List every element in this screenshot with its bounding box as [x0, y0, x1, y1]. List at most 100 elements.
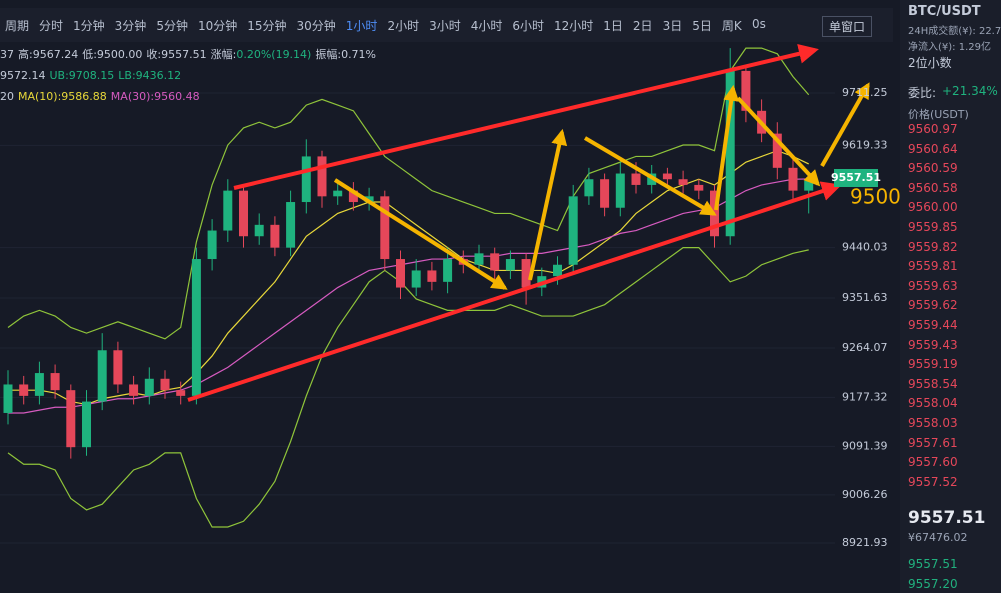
- ask-price: 9559.85: [908, 220, 958, 234]
- window-button[interactable]: 单窗口: [822, 16, 873, 37]
- interval-tab[interactable]: 周K: [721, 18, 742, 33]
- y-tick-label: 9711.25: [842, 86, 888, 99]
- wave-arrow: [714, 84, 740, 211]
- axis-bg: [835, 42, 893, 593]
- candle-body: [191, 259, 201, 396]
- countdown: 0s: [752, 17, 766, 31]
- interval-tab[interactable]: 30分钟: [296, 18, 336, 33]
- interval-tab[interactable]: 5日: [692, 18, 712, 33]
- plot-bg: [0, 42, 835, 593]
- ask-price: 9559.19: [908, 357, 958, 372]
- ask-price: 9558.03: [908, 416, 958, 430]
- interval-tab[interactable]: 2小时: [387, 18, 420, 33]
- interval-tab[interactable]: 10分钟: [197, 18, 238, 33]
- ask-price: 9559.81: [908, 259, 958, 274]
- ask-price: 9559.63: [908, 278, 958, 293]
- candle-body: [772, 133, 782, 168]
- candle-body: [694, 184, 704, 191]
- candle-body: [301, 156, 311, 203]
- info: 高:9567.24: [18, 48, 79, 61]
- interval-tab[interactable]: 5分钟: [156, 18, 188, 33]
- info: 振幅:0.71%: [315, 48, 377, 61]
- wave-arrow: [736, 96, 821, 187]
- y-tick-label: 9091.39: [842, 439, 888, 452]
- ask-price: 9559.62: [908, 298, 958, 313]
- ask-price: 9558.54: [908, 376, 958, 391]
- candle-body: [631, 173, 641, 185]
- annotations: [187, 43, 870, 402]
- indicator-lines: [7, 47, 810, 528]
- y-tick-label: 9351.63: [842, 291, 888, 304]
- candle-body: [662, 173, 672, 180]
- interval-tab[interactable]: 分时: [39, 18, 64, 33]
- bid-price: 9557.20: [908, 577, 958, 591]
- info: 37: [0, 48, 14, 61]
- candle-body: [348, 190, 358, 203]
- candle-body: [553, 264, 562, 277]
- candle-body: [584, 179, 594, 197]
- candle-body: [443, 259, 453, 282]
- ratio: +21.34%: [942, 84, 998, 98]
- interval-tab[interactable]: 3小时: [429, 18, 461, 33]
- interval-tab[interactable]: 2日: [632, 18, 653, 33]
- interval-tab[interactable]: 12小时: [554, 18, 594, 33]
- ratio-label: 委比:: [908, 86, 937, 100]
- info: 低:9500.00: [82, 48, 143, 61]
- ask-price: 9557.60: [908, 455, 958, 470]
- indicator-line: [8, 150, 809, 406]
- candle-body: [521, 259, 531, 288]
- candle-body: [380, 196, 390, 260]
- info: 9572.14: [0, 69, 46, 82]
- chart: 9711.25 9619.33 9440.03 9351.63 9264.07 9177.…: [0, 42, 900, 593]
- candle-body: [788, 167, 798, 191]
- candle-body: [113, 350, 123, 385]
- volume: 24H成交额(¥): 22.7: [908, 26, 1001, 37]
- trend-arrow: [187, 181, 842, 402]
- interval-tab[interactable]: 4小时: [470, 18, 503, 33]
- candle-body: [474, 253, 484, 265]
- candle-body: [82, 401, 91, 448]
- candle-body: [725, 70, 735, 237]
- candle-body: [239, 190, 248, 237]
- candle-body: [286, 202, 296, 248]
- candle-body: [223, 190, 233, 231]
- order-book-panel: BTC/USDT 24H成交额(¥): 22.7 净流入(¥): 1.29亿 2…: [900, 0, 1001, 593]
- candle-body: [317, 156, 327, 197]
- candle-body: [568, 196, 578, 265]
- decimals[interactable]: 2位小数: [908, 56, 952, 70]
- interval-tab[interactable]: 1日: [603, 18, 623, 33]
- candle-body: [411, 270, 421, 288]
- interval-tab[interactable]: 周期: [5, 18, 30, 33]
- interval-tab[interactable]: 3日: [662, 18, 683, 33]
- interval-tab[interactable]: 1小时: [345, 18, 378, 33]
- indicator-info: 37 高:9567.24 低:9500.00 收:9557.51 涨幅:0.20%(19…: [0, 44, 380, 107]
- y-tick-label: 9264.07: [842, 341, 888, 354]
- ask-price: 9560.00: [908, 200, 958, 215]
- interval-tab[interactable]: 6小时: [512, 18, 544, 33]
- candle-body: [207, 230, 217, 260]
- ask-price: 9560.59: [908, 161, 958, 176]
- ask-price: 9557.61: [908, 435, 958, 450]
- info: 收:9557.51: [146, 48, 207, 61]
- info: MA(10):9586.88: [18, 90, 107, 103]
- candle-body: [333, 190, 343, 197]
- candle-body: [176, 390, 186, 396]
- toolbar: 周期 分时 1分钟 3分钟 5分钟 10分钟 15分钟 30分钟 1小时 2小时 3小时 4小时 6小时…: [0, 8, 893, 42]
- interval-tab[interactable]: 1分钟: [73, 18, 105, 33]
- wave-arrow: [333, 178, 508, 290]
- wave-arrow: [820, 82, 870, 167]
- pair: BTC/USDT: [908, 4, 981, 19]
- candle-body: [396, 259, 405, 288]
- y-axis: 9711.25 9619.33 9440.03 9351.63 9264.07 9177.…: [842, 86, 888, 549]
- candle-body: [144, 378, 154, 396]
- interval-tab[interactable]: 3分钟: [114, 18, 147, 33]
- info: 20: [0, 90, 14, 103]
- price-header: 价格(USDT): [908, 108, 969, 121]
- interval-tab[interactable]: 15分钟: [247, 18, 287, 33]
- ask-price: 9560.58: [908, 180, 958, 195]
- ask-price: 9558.04: [908, 396, 958, 411]
- candle-body: [270, 224, 280, 248]
- candle-body: [741, 70, 751, 111]
- ask-price: 9560.64: [908, 141, 958, 156]
